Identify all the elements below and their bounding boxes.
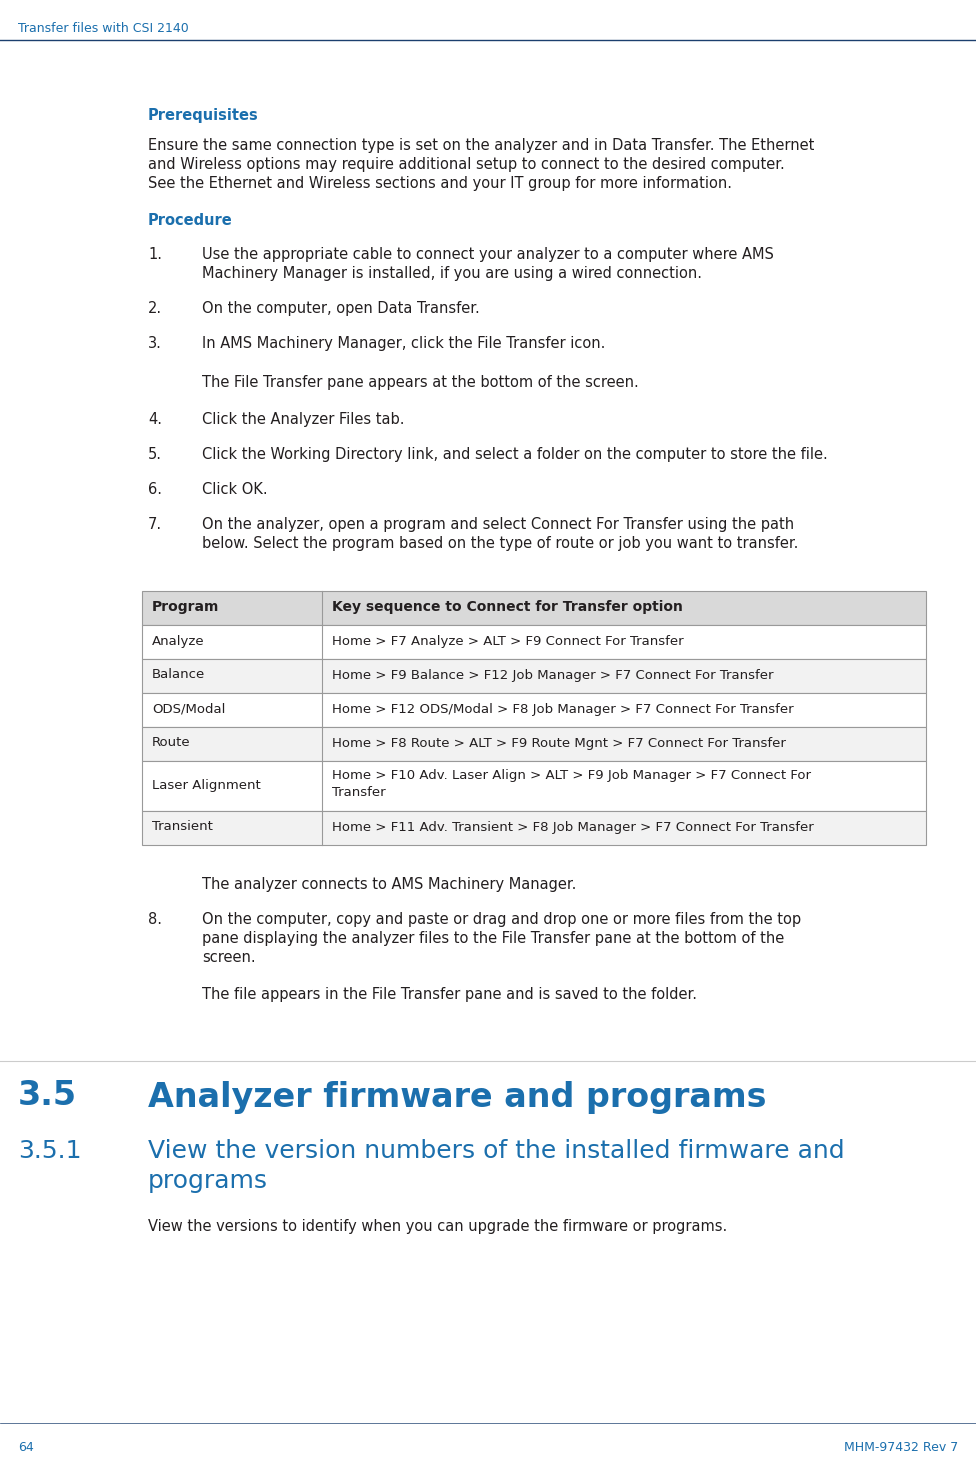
Text: The File Transfer pane appears at the bottom of the screen.: The File Transfer pane appears at the bo…: [202, 376, 638, 390]
Bar: [142, 659, 926, 692]
Text: 5.: 5.: [148, 447, 162, 462]
Bar: [142, 761, 926, 811]
Text: Ensure the same connection type is set on the analyzer and in Data Transfer. The: Ensure the same connection type is set o…: [148, 138, 814, 153]
Text: View the versions to identify when you can upgrade the firmware or programs.: View the versions to identify when you c…: [148, 1219, 727, 1234]
Bar: [142, 591, 926, 625]
Text: Home > F11 Adv. Transient > F8 Job Manager > F7 Connect For Transfer: Home > F11 Adv. Transient > F8 Job Manag…: [332, 820, 814, 833]
Text: On the analyzer, open a program and select Connect For Transfer using the path: On the analyzer, open a program and sele…: [202, 516, 794, 533]
Text: Analyze: Analyze: [152, 635, 205, 647]
Bar: [142, 811, 926, 845]
Text: In AMS Machinery Manager, click the File Transfer icon.: In AMS Machinery Manager, click the File…: [202, 336, 605, 351]
Text: Procedure: Procedure: [148, 213, 232, 227]
Text: View the version numbers of the installed firmware and: View the version numbers of the installe…: [148, 1138, 844, 1163]
Text: Program: Program: [152, 600, 220, 615]
Bar: [142, 692, 926, 728]
Text: programs: programs: [148, 1169, 268, 1193]
Text: On the computer, copy and paste or drag and drop one or more files from the top: On the computer, copy and paste or drag …: [202, 912, 801, 927]
Text: ODS/Modal: ODS/Modal: [152, 703, 225, 716]
Text: Click the Analyzer Files tab.: Click the Analyzer Files tab.: [202, 412, 404, 427]
Text: Click the Working Directory link, and select a folder on the computer to store t: Click the Working Directory link, and se…: [202, 447, 828, 462]
Text: Analyzer firmware and programs: Analyzer firmware and programs: [148, 1081, 766, 1113]
Text: Key sequence to Connect for Transfer option: Key sequence to Connect for Transfer opt…: [332, 600, 683, 615]
Text: 1.: 1.: [148, 246, 162, 263]
Text: MHM-97432 Rev 7: MHM-97432 Rev 7: [843, 1441, 958, 1454]
Text: Click OK.: Click OK.: [202, 483, 267, 497]
Text: Route: Route: [152, 736, 190, 750]
Text: The analyzer connects to AMS Machinery Manager.: The analyzer connects to AMS Machinery M…: [202, 877, 577, 892]
Text: 3.: 3.: [148, 336, 162, 351]
Text: 6.: 6.: [148, 483, 162, 497]
Text: The file appears in the File Transfer pane and is saved to the folder.: The file appears in the File Transfer pa…: [202, 987, 697, 1002]
Text: Home > F7 Analyze > ALT > F9 Connect For Transfer: Home > F7 Analyze > ALT > F9 Connect For…: [332, 635, 683, 647]
Text: Home > F10 Adv. Laser Align > ALT > F9 Job Manager > F7 Connect For: Home > F10 Adv. Laser Align > ALT > F9 J…: [332, 769, 811, 782]
Text: Transfer: Transfer: [332, 786, 386, 800]
Bar: [142, 625, 926, 659]
Text: pane displaying the analyzer files to the File Transfer pane at the bottom of th: pane displaying the analyzer files to th…: [202, 932, 785, 946]
Text: 3.5.1: 3.5.1: [18, 1138, 82, 1163]
Text: and Wireless options may require additional setup to connect to the desired comp: and Wireless options may require additio…: [148, 157, 785, 172]
Text: Home > F9 Balance > F12 Job Manager > F7 Connect For Transfer: Home > F9 Balance > F12 Job Manager > F7…: [332, 669, 774, 682]
Text: Use the appropriate cable to connect your analyzer to a computer where AMS: Use the appropriate cable to connect you…: [202, 246, 774, 263]
Text: Machinery Manager is installed, if you are using a wired connection.: Machinery Manager is installed, if you a…: [202, 266, 702, 282]
Text: Home > F12 ODS/Modal > F8 Job Manager > F7 Connect For Transfer: Home > F12 ODS/Modal > F8 Job Manager > …: [332, 703, 793, 716]
Text: Home > F8 Route > ALT > F9 Route Mgnt > F7 Connect For Transfer: Home > F8 Route > ALT > F9 Route Mgnt > …: [332, 736, 786, 750]
Text: Balance: Balance: [152, 669, 205, 682]
Text: below. Select the program based on the type of route or job you want to transfer: below. Select the program based on the t…: [202, 535, 798, 552]
Text: 8.: 8.: [148, 912, 162, 927]
Text: screen.: screen.: [202, 951, 256, 965]
Text: On the computer, open Data Transfer.: On the computer, open Data Transfer.: [202, 301, 480, 315]
Text: 2.: 2.: [148, 301, 162, 315]
Text: 4.: 4.: [148, 412, 162, 427]
Text: Transfer files with CSI 2140: Transfer files with CSI 2140: [18, 22, 188, 35]
Text: Prerequisites: Prerequisites: [148, 109, 259, 123]
Text: See the Ethernet and Wireless sections and your IT group for more information.: See the Ethernet and Wireless sections a…: [148, 176, 732, 191]
Text: 3.5: 3.5: [18, 1080, 77, 1112]
Text: Transient: Transient: [152, 820, 213, 833]
Text: 7.: 7.: [148, 516, 162, 533]
Text: Laser Alignment: Laser Alignment: [152, 779, 261, 792]
Bar: [142, 728, 926, 761]
Text: 64: 64: [18, 1441, 34, 1454]
